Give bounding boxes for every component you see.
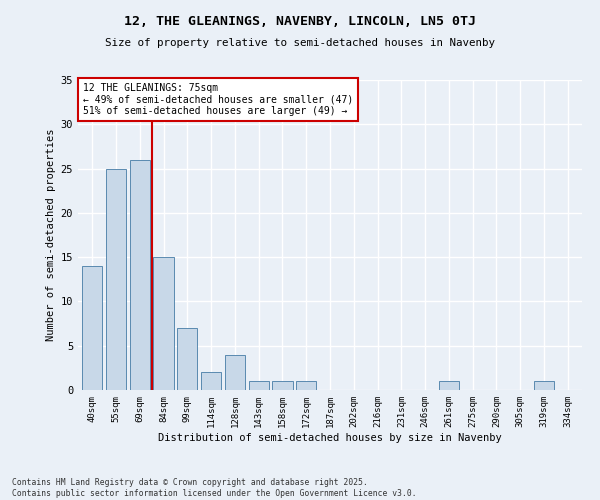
Bar: [248, 381, 269, 390]
Bar: [296, 381, 316, 390]
Text: 12 THE GLEANINGS: 75sqm
← 49% of semi-detached houses are smaller (47)
51% of se: 12 THE GLEANINGS: 75sqm ← 49% of semi-de…: [83, 83, 353, 116]
Bar: [534, 381, 554, 390]
Text: Size of property relative to semi-detached houses in Navenby: Size of property relative to semi-detach…: [105, 38, 495, 48]
Bar: [225, 354, 245, 390]
Bar: [201, 372, 221, 390]
Bar: [177, 328, 197, 390]
Bar: [106, 168, 126, 390]
Bar: [130, 160, 150, 390]
Text: Contains HM Land Registry data © Crown copyright and database right 2025.
Contai: Contains HM Land Registry data © Crown c…: [12, 478, 416, 498]
Bar: [154, 257, 173, 390]
Bar: [82, 266, 103, 390]
Bar: [439, 381, 459, 390]
Text: 12, THE GLEANINGS, NAVENBY, LINCOLN, LN5 0TJ: 12, THE GLEANINGS, NAVENBY, LINCOLN, LN5…: [124, 15, 476, 28]
X-axis label: Distribution of semi-detached houses by size in Navenby: Distribution of semi-detached houses by …: [158, 432, 502, 442]
Y-axis label: Number of semi-detached properties: Number of semi-detached properties: [46, 128, 56, 341]
Bar: [272, 381, 293, 390]
